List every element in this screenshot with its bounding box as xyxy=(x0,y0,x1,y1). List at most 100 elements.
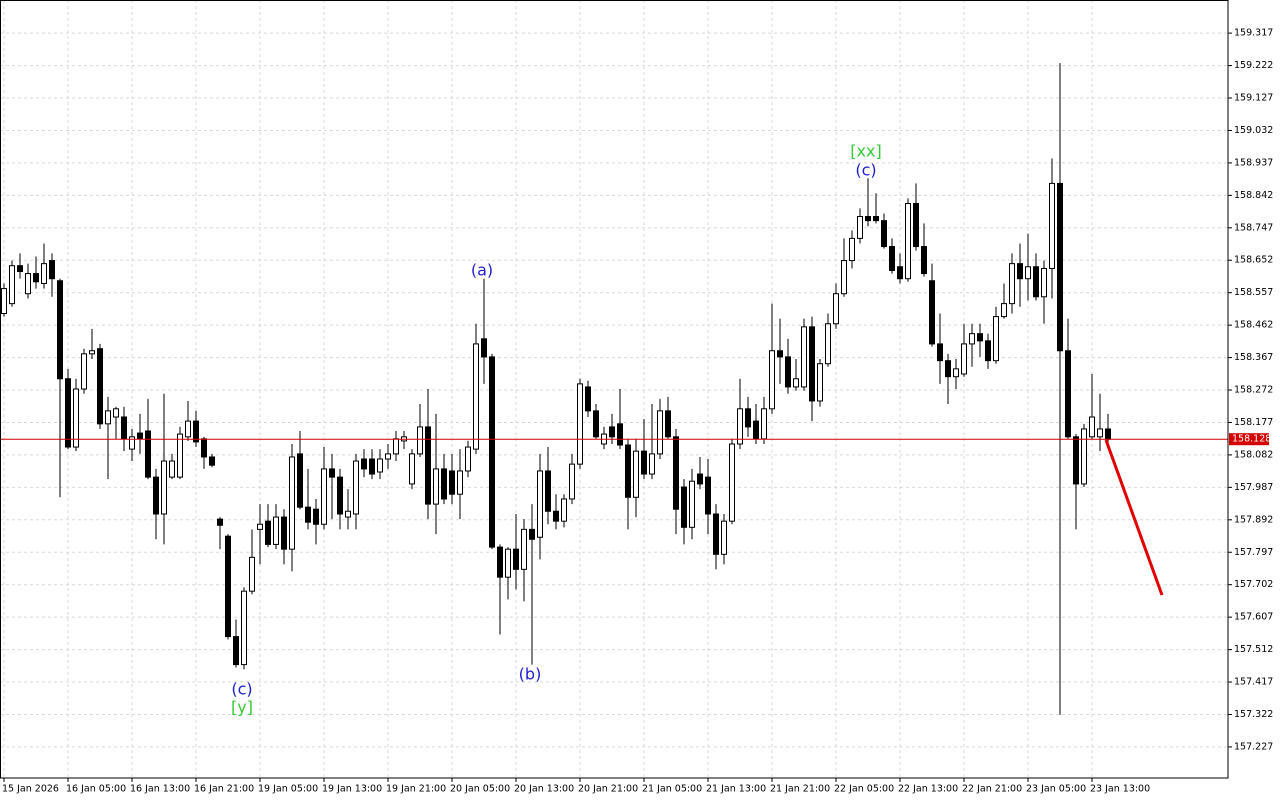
candle-body xyxy=(465,446,471,472)
candle-body xyxy=(985,340,991,362)
candle-body xyxy=(1097,428,1103,438)
candle-body xyxy=(1057,182,1063,352)
y-tick-label: 158.367 xyxy=(1234,352,1273,363)
candle-body xyxy=(681,486,687,528)
candle-body xyxy=(553,510,559,522)
candle-body xyxy=(777,350,783,358)
candle-body xyxy=(433,468,439,505)
candle-body xyxy=(1033,266,1039,298)
candle-body xyxy=(209,456,215,466)
x-tick-label: 19 Jan 13:00 xyxy=(322,784,382,795)
candle-body xyxy=(289,456,295,550)
last-price-label: 158.128 xyxy=(1232,434,1271,445)
y-tick-label: 159.127 xyxy=(1234,93,1273,104)
x-tick-label: 21 Jan 05:00 xyxy=(642,784,702,795)
candle-body xyxy=(121,416,127,440)
y-tick-label: 157.987 xyxy=(1234,482,1273,493)
candle-body xyxy=(993,316,999,362)
wave-label: (c) xyxy=(855,161,876,180)
candle-body xyxy=(281,516,287,550)
candle-body xyxy=(833,293,839,325)
y-tick-label: 158.747 xyxy=(1234,222,1273,233)
candle-body xyxy=(921,246,927,275)
candle-body xyxy=(97,348,103,425)
candle-body xyxy=(785,356,791,388)
candle-body xyxy=(89,350,95,355)
candle-body xyxy=(889,246,895,271)
candle-body xyxy=(297,453,303,508)
forecast-arrow xyxy=(1104,439,1164,596)
candle-body xyxy=(313,508,319,525)
candle-body xyxy=(793,378,799,388)
candle-body xyxy=(129,436,135,450)
candle-body xyxy=(529,528,535,540)
candle-body xyxy=(521,528,527,570)
candle-body xyxy=(113,408,119,418)
candle-body xyxy=(153,476,159,515)
candle-body xyxy=(569,463,575,500)
candle-body xyxy=(945,360,951,378)
last-price-box xyxy=(1229,433,1269,446)
candle-body xyxy=(953,368,959,378)
candle-body xyxy=(9,265,15,305)
x-tick-label: 22 Jan 13:00 xyxy=(898,784,958,795)
candle-body xyxy=(513,548,519,570)
candle-body xyxy=(337,476,343,515)
x-tick-label: 23 Jan 13:00 xyxy=(1090,784,1150,795)
x-tick-label: 20 Jan 13:00 xyxy=(514,784,574,795)
candle-body xyxy=(697,473,703,485)
candle-body xyxy=(169,460,175,478)
candle-body xyxy=(345,510,351,518)
candle-body xyxy=(937,343,943,362)
candle-body xyxy=(273,516,279,545)
candle-body xyxy=(177,433,183,478)
wave-label: (b) xyxy=(519,665,542,684)
candle-body xyxy=(185,420,191,438)
candle-body xyxy=(225,535,231,638)
candle-body xyxy=(801,326,807,388)
y-tick-label: 157.417 xyxy=(1234,677,1273,688)
candle-body xyxy=(961,343,967,375)
candle-body xyxy=(817,363,823,402)
candles-layer xyxy=(0,63,1228,715)
candle-body xyxy=(561,498,567,522)
candle-body xyxy=(73,388,79,448)
candle-body xyxy=(201,438,207,458)
candle-body xyxy=(329,468,335,478)
candle-body xyxy=(425,426,431,505)
x-tick-label: 20 Jan 05:00 xyxy=(450,784,510,795)
candle-body xyxy=(865,216,871,222)
candle-body xyxy=(857,216,863,239)
candle-body xyxy=(641,450,647,475)
y-tick-label: 159.317 xyxy=(1234,28,1273,39)
candle-body xyxy=(353,460,359,515)
candle-body xyxy=(713,513,719,555)
y-tick-label: 159.222 xyxy=(1234,60,1273,71)
candle-body xyxy=(417,426,423,455)
grid-layer xyxy=(0,0,1228,778)
candle-body xyxy=(609,426,615,438)
candle-body xyxy=(1001,303,1007,318)
x-tick-label: 22 Jan 21:00 xyxy=(962,784,1022,795)
candle-body xyxy=(1065,350,1071,438)
candle-body xyxy=(33,273,39,283)
y-tick-label: 157.892 xyxy=(1234,514,1273,525)
candle-body xyxy=(305,506,311,523)
y-tick-label: 157.797 xyxy=(1234,547,1273,558)
candle-body xyxy=(737,408,743,445)
wave-label: [y] xyxy=(231,698,253,717)
candle-body xyxy=(217,518,223,526)
candle-body xyxy=(481,338,487,358)
y-tick-label: 158.842 xyxy=(1234,190,1273,201)
candle-body xyxy=(753,420,759,440)
candle-body xyxy=(897,266,903,280)
plot-frame xyxy=(0,0,1229,779)
candle-body xyxy=(449,470,455,495)
x-tick-label: 16 Jan 13:00 xyxy=(130,784,190,795)
candle-body xyxy=(769,350,775,410)
y-tick-label: 158.652 xyxy=(1234,255,1273,266)
x-tick-label: 21 Jan 13:00 xyxy=(706,784,766,795)
x-tick-label: 19 Jan 05:00 xyxy=(258,784,318,795)
y-tick-label: 158.557 xyxy=(1234,287,1273,298)
